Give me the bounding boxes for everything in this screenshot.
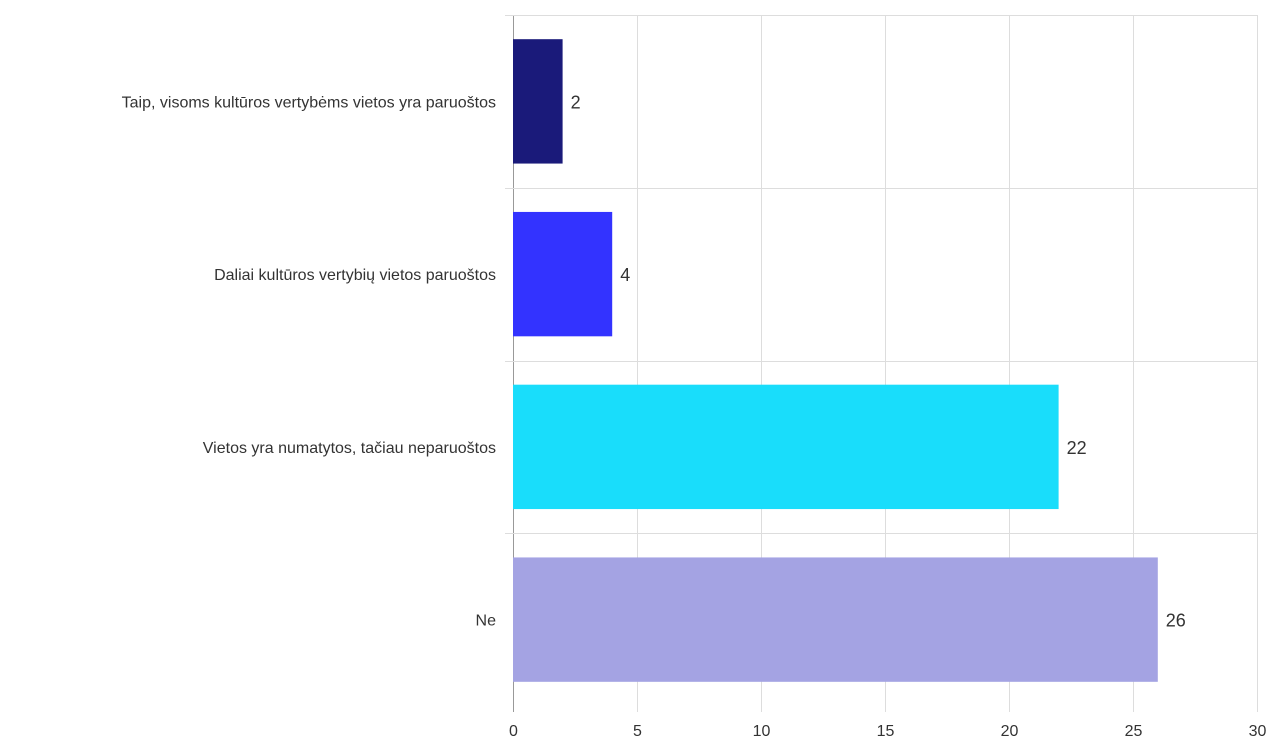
x-tick-label: 25 — [1125, 723, 1143, 740]
category-label: Daliai kultūros vertybių vietos paruošto… — [214, 267, 496, 284]
category-label: Taip, visoms kultūros vertybėms vietos y… — [122, 94, 496, 111]
category-label: Ne — [476, 613, 497, 630]
bar — [513, 39, 563, 164]
bars — [513, 39, 1158, 682]
x-tick-label: 30 — [1249, 723, 1267, 740]
data-label: 26 — [1166, 611, 1186, 631]
x-tick-label: 0 — [509, 723, 518, 740]
data-label: 4 — [620, 265, 630, 285]
data-label: 2 — [571, 92, 581, 112]
x-tick-label: 5 — [633, 723, 642, 740]
grid — [505, 15, 1258, 712]
x-tick-label: 20 — [1001, 723, 1019, 740]
x-tick-label: 10 — [753, 723, 771, 740]
data-label: 22 — [1067, 438, 1087, 458]
bar — [513, 384, 1059, 510]
value-labels: 2 4 22 26 — [571, 92, 1186, 630]
bar — [513, 211, 613, 337]
category-label: Vietos yra numatytos, tačiau neparuoštos — [203, 440, 496, 457]
x-tick-label: 15 — [877, 723, 895, 740]
bar — [513, 557, 1158, 682]
x-tick-labels: 0 5 10 15 20 25 30 — [509, 723, 1266, 740]
category-labels: Taip, visoms kultūros vertybėms vietos y… — [122, 94, 496, 629]
